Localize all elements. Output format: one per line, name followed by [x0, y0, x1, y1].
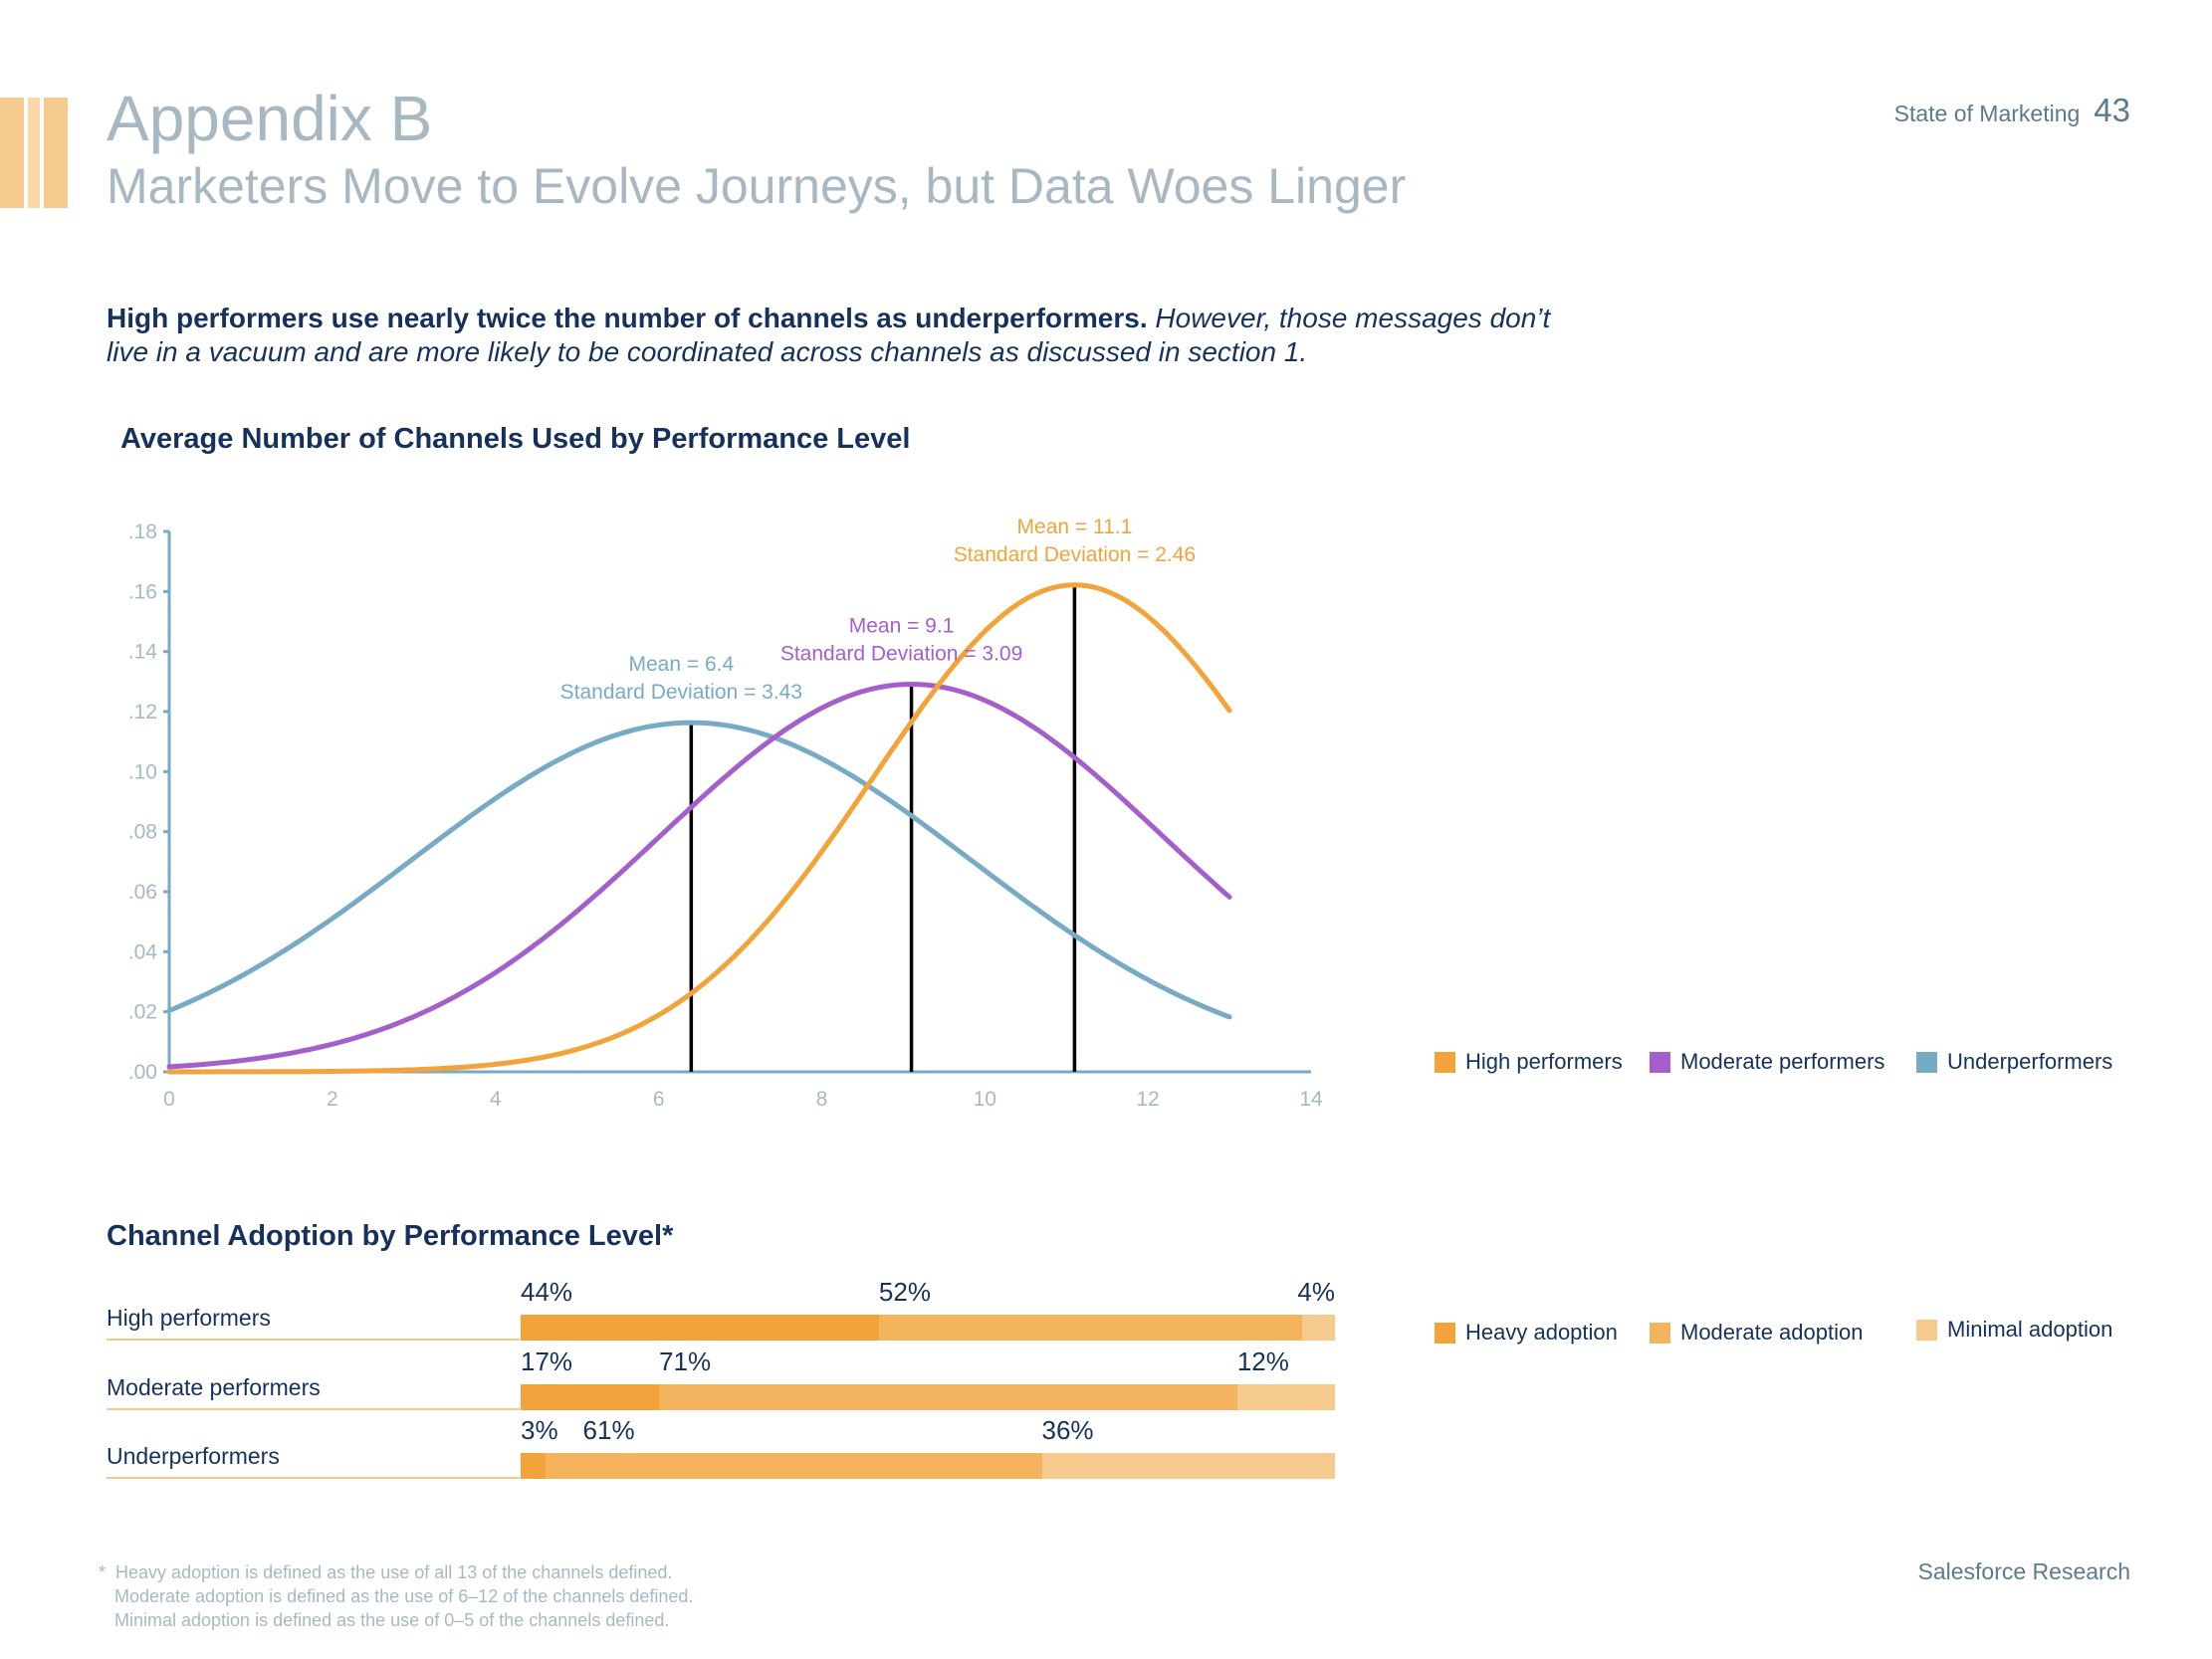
mean-label-under: Mean = 6.4 — [629, 653, 735, 676]
x-tick-label: 14 — [1299, 1088, 1323, 1111]
intro-paragraph: High performers use nearly twice the num… — [107, 302, 1560, 369]
pct-label-heavy: 44% — [521, 1277, 573, 1307]
pct-label-minimal: 36% — [1041, 1415, 1094, 1445]
accent-bar-2 — [28, 98, 40, 208]
x-tick-label: 0 — [163, 1088, 175, 1111]
footnote: * Heavy adoption is defined as the use o… — [99, 1560, 693, 1632]
y-tick-label: .06 — [128, 881, 157, 904]
row-label-high: High performers — [107, 1305, 271, 1331]
legend-swatch-minimal — [1916, 1319, 1937, 1341]
y-tick-label: .10 — [128, 760, 157, 783]
x-tick-label: 10 — [974, 1088, 996, 1111]
legend-swatch-moderate — [1650, 1051, 1670, 1073]
bar-segment-minimal — [1236, 1384, 1335, 1410]
intro-italic-text: However, those messages don’t live in a … — [107, 303, 1551, 367]
curve-under — [166, 720, 1232, 1020]
chart2-legend-heavy: Heavy adoption — [1435, 1320, 1618, 1346]
legend-label-heavy: Heavy adoption — [1465, 1320, 1618, 1345]
chart1-legend-high: High performers — [1435, 1049, 1623, 1075]
legend-label-high: High performers — [1465, 1049, 1623, 1074]
row-rule — [107, 1408, 520, 1410]
row-label-moderate: Moderate performers — [107, 1374, 321, 1400]
page-title: Appendix B — [107, 83, 433, 154]
pct-label-minimal: 4% — [1297, 1277, 1335, 1307]
chart1-title: Average Number of Channels Used by Perfo… — [120, 423, 911, 455]
bar-segment-moderate_adoption — [878, 1315, 1303, 1341]
adoption-bar-under — [521, 1453, 1335, 1479]
y-tick-label: .02 — [128, 1001, 157, 1024]
pct-label-heavy: 3% — [521, 1415, 558, 1445]
legend-swatch-under — [1916, 1051, 1937, 1073]
bar-segment-moderate_adoption — [545, 1453, 1042, 1479]
legend-label-minimal: Minimal adoption — [1947, 1317, 2113, 1342]
footnote-text-heavy: Heavy adoption is defined as the use of … — [115, 1562, 673, 1582]
x-tick-label: 8 — [816, 1088, 828, 1111]
chart2-title: Channel Adoption by Performance Level* — [107, 1220, 674, 1252]
bar-segment-minimal — [1041, 1453, 1335, 1479]
pct-label-heavy: 17% — [521, 1347, 573, 1376]
adoption-bar-high — [521, 1315, 1335, 1341]
x-tick-label: 2 — [327, 1088, 338, 1111]
legend-label-under: Underperformers — [1947, 1049, 2113, 1074]
footnote-line: Minimal adoption is defined as the use o… — [99, 1608, 693, 1632]
sd-label-high: Standard Deviation = 2.46 — [954, 543, 1196, 566]
curve-moderate — [166, 682, 1232, 1070]
footnote-line: * Heavy adoption is defined as the use o… — [99, 1560, 693, 1584]
x-tick-label: 6 — [653, 1088, 665, 1111]
x-tick-label: 4 — [490, 1088, 502, 1111]
y-tick-label: .08 — [128, 821, 157, 844]
accent-bar-1 — [0, 98, 24, 208]
accent-bar-3 — [44, 98, 68, 208]
section-header: State of Marketing 43 — [1894, 92, 2130, 129]
y-tick-label: .00 — [128, 1061, 157, 1084]
pct-label-minimal: 12% — [1236, 1347, 1289, 1376]
legend-label-moderate: Moderate performers — [1680, 1049, 1885, 1074]
row-rule — [107, 1477, 520, 1479]
y-tick-label: .14 — [128, 641, 158, 664]
bar-segment-minimal — [1302, 1315, 1335, 1341]
y-tick-label: .04 — [128, 940, 158, 963]
chart1-legend-under: Underperformers — [1916, 1049, 2112, 1075]
chart2-legend-moderate-adoption: Moderate adoption — [1650, 1320, 1863, 1346]
chart1-legend-moderate: Moderate performers — [1650, 1049, 1884, 1075]
pct-label-moderate_adoption: 52% — [878, 1277, 931, 1307]
pct-label-moderate_adoption: 71% — [659, 1347, 712, 1376]
y-tick-label: .12 — [128, 701, 157, 724]
page-number: 43 — [2094, 92, 2130, 128]
intro-bold-text: High performers use nearly twice the num… — [107, 303, 1148, 333]
pct-label-moderate_adoption: 61% — [582, 1415, 635, 1445]
row-label-under: Underperformers — [107, 1443, 280, 1469]
footnote-text-minimal: Minimal adoption is defined as the use o… — [114, 1610, 670, 1630]
chart2-legend-minimal: Minimal adoption — [1916, 1317, 2112, 1343]
sd-label-moderate: Standard Deviation = 3.09 — [780, 643, 1022, 666]
section-label: State of Marketing — [1893, 101, 2081, 126]
footnote-text-moderate: Moderate adoption is defined as the use … — [114, 1586, 694, 1606]
legend-swatch-heavy — [1435, 1322, 1455, 1344]
mean-label-moderate: Mean = 9.1 — [849, 615, 955, 638]
legend-swatch-high — [1435, 1051, 1455, 1073]
legend-label-moderate-adoption: Moderate adoption — [1680, 1320, 1864, 1345]
row-rule — [107, 1339, 520, 1341]
brand-label: Salesforce Research — [1917, 1558, 2131, 1584]
footnote-line: Moderate adoption is defined as the use … — [99, 1584, 693, 1608]
sd-label-under: Standard Deviation = 3.43 — [560, 681, 802, 704]
bar-segment-heavy — [521, 1453, 546, 1479]
y-tick-label: .18 — [128, 520, 157, 543]
curve-high — [166, 582, 1232, 1075]
channels-distribution-chart: .00 .02 .04 .06 .08 .10 .12 .14 .16 .18 0 2 4 6 8 10 12 1… — [128, 516, 1323, 1111]
y-tick-label: .16 — [128, 580, 157, 603]
legend-swatch-moderate-adoption — [1650, 1322, 1670, 1344]
adoption-bar-moderate — [521, 1384, 1335, 1410]
x-tick-label: 12 — [1136, 1088, 1159, 1111]
footnote-marker: * — [99, 1562, 107, 1582]
bar-segment-heavy — [521, 1315, 879, 1341]
mean-label-high: Mean = 11.1 — [1017, 516, 1133, 538]
bar-segment-moderate_adoption — [659, 1384, 1237, 1410]
page-subtitle: Marketers Move to Evolve Journeys, but D… — [107, 158, 1407, 214]
bar-segment-heavy — [521, 1384, 660, 1410]
